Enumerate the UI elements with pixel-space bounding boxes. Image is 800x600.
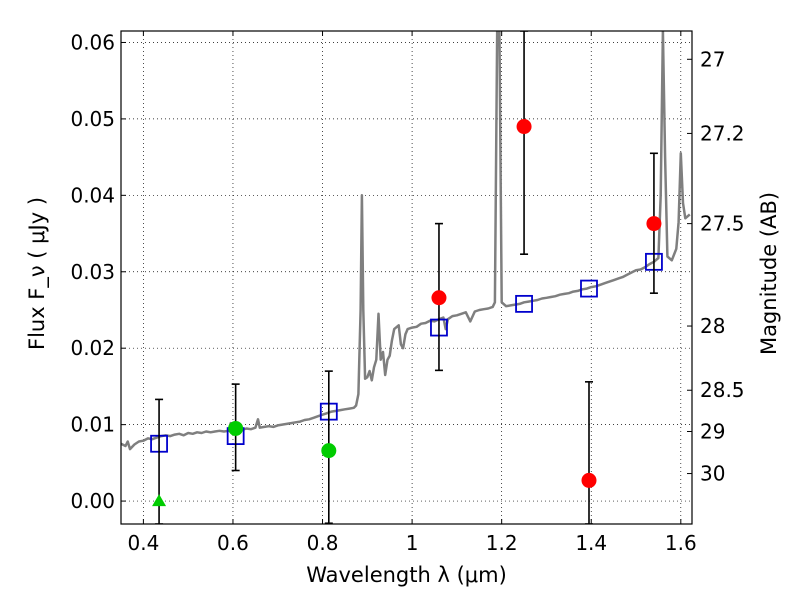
data-point [581,472,597,488]
upper-limit-triangle [152,494,167,507]
data-point [516,119,532,135]
right-tick-label: 27.2 [700,121,745,145]
y-tick-label: 0.04 [70,183,115,207]
right-tick-label: 28 [700,314,725,338]
x-tick-label: 1 [406,531,419,555]
right-tick-label: 27 [700,47,725,71]
x-tick-label: 1.6 [665,531,697,555]
axes-frame [120,30,693,525]
y-axis-label: Flux F_ν ( μJy ) [25,197,50,350]
x-tick-label: 1.2 [486,531,518,555]
x-tick-label: 0.6 [217,531,249,555]
data-point [228,420,244,436]
right-tick-label: 28.5 [700,378,745,402]
y-tick-label: 0.05 [70,107,115,131]
x-tick-label: 0.8 [307,531,339,555]
right-tick-label: 29 [700,420,725,444]
right-tick-label: 30 [700,462,725,486]
y-tick-label: 0.03 [70,260,115,284]
y-tick-label: 0.06 [70,30,115,54]
x-tick-label: 1.4 [575,531,607,555]
right-tick-label: 27.5 [700,212,745,236]
data-point [321,443,337,459]
y-tick-label: 0.00 [70,489,115,513]
model-photometry-square [515,294,533,313]
data-point [431,290,447,306]
spectrum-line [121,31,691,451]
grid [121,31,692,524]
x-axis-label: Wavelength λ (μm) [306,563,507,587]
plot-area [121,31,691,524]
x-tick-label: 0.4 [127,531,159,555]
right-axis-label: Magnitude (AB) [757,192,781,355]
y-tick-label: 0.01 [70,413,115,437]
data-point [646,216,662,232]
ticks: 0.4 0.6 0.8 1 1.2 1.4 1.6 0.00 0.01 0.02 0.03 0.04 0… [70,30,744,555]
model-photometry-square [580,279,598,298]
y-tick-label: 0.02 [70,336,115,360]
